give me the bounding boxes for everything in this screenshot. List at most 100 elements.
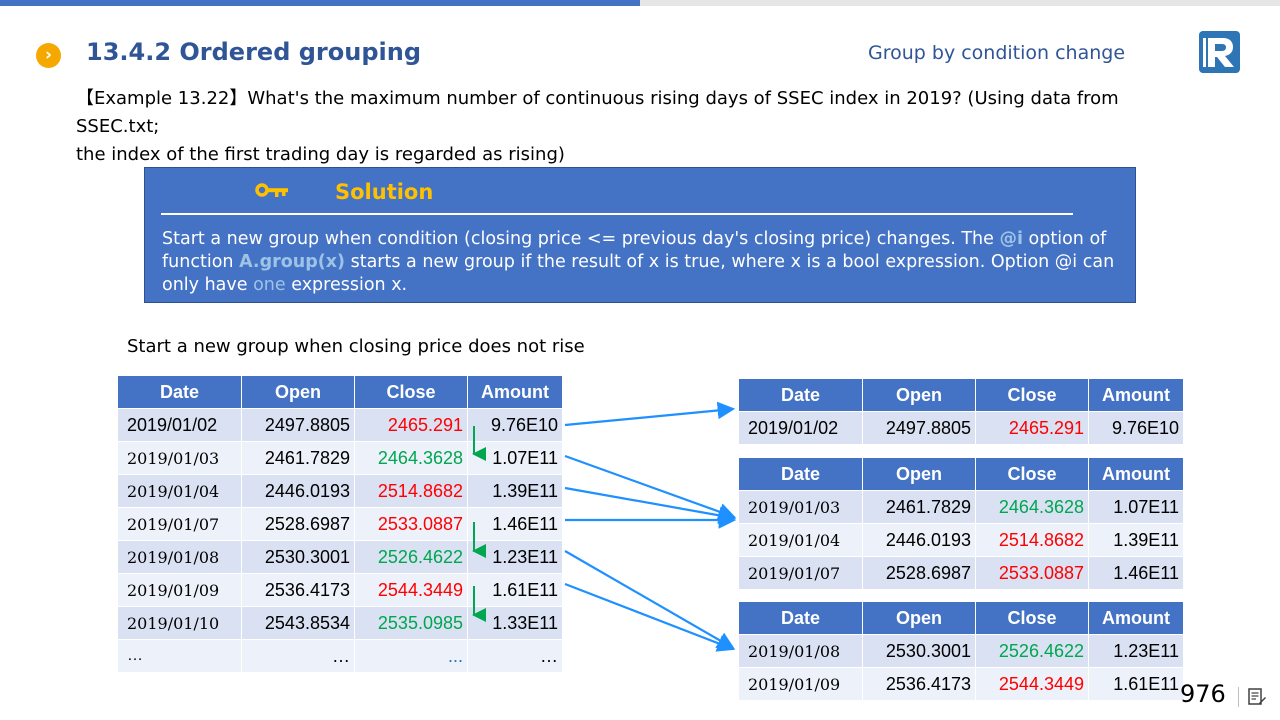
table-row-ellipsis: ……...… bbox=[117, 639, 563, 673]
cell-open: 2461.7829 bbox=[862, 490, 976, 524]
column-header-date: Date bbox=[738, 378, 863, 412]
solution-text-part: Start a new group when condition (closin… bbox=[162, 229, 1000, 249]
cell-date: 2019/01/08 bbox=[738, 634, 863, 668]
cell-amount: 1.07E11 bbox=[1088, 490, 1184, 524]
notes-icon[interactable] bbox=[1247, 687, 1267, 707]
column-header-amount: Amount bbox=[1088, 601, 1184, 635]
column-header-close: Close bbox=[975, 601, 1089, 635]
top-progress-track bbox=[640, 0, 1280, 6]
cell-open: 2536.4173 bbox=[241, 573, 355, 607]
column-header-date: Date bbox=[738, 601, 863, 635]
table-row: 2019/01/07 2528.6987 2533.0887 1.46E11 bbox=[738, 556, 1184, 590]
option-i-highlight: @i bbox=[999, 229, 1023, 249]
column-header-close: Close bbox=[975, 457, 1089, 491]
page-number: 976 bbox=[1180, 680, 1226, 708]
cell-amount: 1.61E11 bbox=[467, 573, 563, 607]
chevron-right-icon: › bbox=[36, 43, 61, 68]
raqsoft-logo-icon bbox=[1199, 31, 1240, 73]
column-header-open: Open bbox=[862, 601, 976, 635]
solution-box: Solution Start a new group when conditio… bbox=[144, 167, 1136, 303]
cell-close: 2464.3628 bbox=[975, 490, 1089, 524]
cell-ellipsis: … bbox=[117, 639, 242, 673]
solution-divider bbox=[161, 213, 1073, 215]
table-row: 2019/01/08 2530.3001 2526.4622 1.23E11 bbox=[738, 634, 1184, 668]
cell-open: 2543.8534 bbox=[241, 606, 355, 640]
solution-text: Start a new group when condition (closin… bbox=[162, 228, 1122, 297]
key-icon bbox=[255, 183, 288, 197]
cell-amount: 1.23E11 bbox=[467, 540, 563, 574]
one-highlight: one bbox=[253, 275, 286, 295]
cell-ellipsis: … bbox=[241, 639, 355, 673]
group-table-header: Date Open Close Amount bbox=[738, 457, 1184, 491]
cell-close: 2464.3628 bbox=[354, 441, 468, 475]
arrow-row1-group1 bbox=[564, 401, 736, 427]
cell-ellipsis: ... bbox=[354, 639, 468, 673]
cell-open: 2461.7829 bbox=[241, 441, 355, 475]
table-row: 2019/01/04 2446.0193 2514.8682 1.39E11 bbox=[117, 474, 563, 508]
cell-amount: 1.07E11 bbox=[467, 441, 563, 475]
cell-open: 2497.8805 bbox=[241, 408, 355, 442]
cell-close: 2514.8682 bbox=[354, 474, 468, 508]
cell-open: 2528.6987 bbox=[241, 507, 355, 541]
table-row: 2019/01/02 2497.8805 2465.291 9.76E10 bbox=[117, 408, 563, 442]
column-header-open: Open bbox=[862, 457, 976, 491]
cell-date: 2019/01/08 bbox=[117, 540, 242, 574]
column-header-date: Date bbox=[738, 457, 863, 491]
cell-amount: 1.23E11 bbox=[1088, 634, 1184, 668]
table-row: 2019/01/08 2530.3001 2526.4622 1.23E11 bbox=[117, 540, 563, 574]
solution-text-part: expression x. bbox=[285, 275, 408, 295]
page-subtitle: Group by condition change bbox=[868, 42, 1126, 64]
cell-date: 2019/01/04 bbox=[738, 523, 863, 557]
top-progress-bar bbox=[0, 0, 640, 6]
page-title: 13.4.2 Ordered grouping bbox=[86, 38, 421, 66]
group-table-3: Date Open Close Amount 2019/01/08 2530.30… bbox=[738, 601, 1184, 701]
cell-close: 2535.0985 bbox=[354, 606, 468, 640]
example-question: 【Example 13.22】What's the maximum number… bbox=[76, 85, 1206, 169]
cell-close: 2544.3449 bbox=[354, 573, 468, 607]
table-row: 2019/01/09 2536.4173 2544.3449 1.61E11 bbox=[738, 667, 1184, 701]
cell-close: 2514.8682 bbox=[975, 523, 1089, 557]
cell-close: 2544.3449 bbox=[975, 667, 1089, 701]
cell-date: 2019/01/07 bbox=[117, 507, 242, 541]
cell-close: 2465.291 bbox=[354, 408, 468, 442]
table-row: 2019/01/03 2461.7829 2464.3628 1.07E11 bbox=[738, 490, 1184, 524]
cell-date: 2019/01/02 bbox=[117, 408, 242, 442]
cell-date: 2019/01/03 bbox=[738, 490, 863, 524]
cell-close: 2465.291 bbox=[975, 411, 1089, 445]
cell-amount: 1.46E11 bbox=[1088, 556, 1184, 590]
arrow-row6-group3 bbox=[564, 582, 736, 652]
cell-date: 2019/01/02 bbox=[738, 411, 863, 445]
cell-date: 2019/01/04 bbox=[117, 474, 242, 508]
cell-date: 2019/01/07 bbox=[738, 556, 863, 590]
cell-close: 2533.0887 bbox=[354, 507, 468, 541]
cell-date: 2019/01/09 bbox=[117, 573, 242, 607]
table-row: 2019/01/02 2497.8805 2465.291 9.76E10 bbox=[738, 411, 1184, 445]
table-caption: Start a new group when closing price doe… bbox=[127, 336, 585, 357]
cell-amount: 9.76E10 bbox=[467, 408, 563, 442]
solution-text-part: starts a new group if the result of x is… bbox=[162, 252, 1115, 295]
column-header-amount: Amount bbox=[1088, 378, 1184, 412]
cell-amount: 9.76E10 bbox=[1088, 411, 1184, 445]
cell-open: 2528.6987 bbox=[862, 556, 976, 590]
cell-date: 2019/01/10 bbox=[117, 606, 242, 640]
example-line-1: 【Example 13.22】What's the maximum number… bbox=[76, 88, 1119, 137]
cell-open: 2530.3001 bbox=[862, 634, 976, 668]
cell-amount: 1.39E11 bbox=[467, 474, 563, 508]
cell-date: 2019/01/09 bbox=[738, 667, 863, 701]
cell-open: 2536.4173 bbox=[862, 667, 976, 701]
arrow-row3-group2 bbox=[564, 486, 737, 524]
table-row: 2019/01/10 2543.8534 2535.0985 1.33E11 bbox=[117, 606, 563, 640]
cell-ellipsis: … bbox=[467, 639, 563, 673]
cell-open: 2446.0193 bbox=[241, 474, 355, 508]
cell-date: 2019/01/03 bbox=[117, 441, 242, 475]
solution-title: Solution bbox=[335, 180, 434, 204]
footer-divider bbox=[1238, 687, 1239, 707]
source-table: Date Open Close Amount 2019/01/02 2497.88… bbox=[117, 375, 563, 673]
table-row: 2019/01/07 2528.6987 2533.0887 1.46E11 bbox=[117, 507, 563, 541]
source-table-header: Date Open Close Amount bbox=[117, 375, 563, 409]
column-header-open: Open bbox=[862, 378, 976, 412]
table-row: 2019/01/09 2536.4173 2544.3449 1.61E11 bbox=[117, 573, 563, 607]
cell-close: 2533.0887 bbox=[975, 556, 1089, 590]
cell-open: 2530.3001 bbox=[241, 540, 355, 574]
cell-open: 2446.0193 bbox=[862, 523, 976, 557]
